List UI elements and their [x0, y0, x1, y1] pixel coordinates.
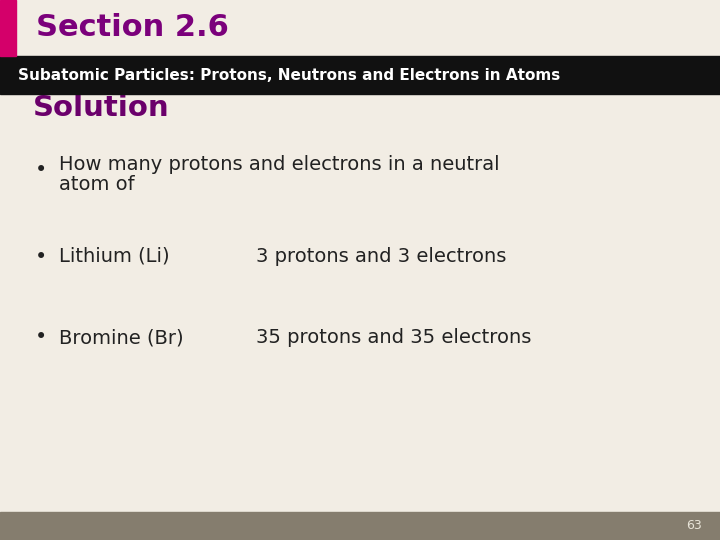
Bar	[0, 512, 720, 540]
Text: •: •	[35, 246, 47, 267]
Text: Subatomic Particles: Protons, Neutrons and Electrons in Atoms: Subatomic Particles: Protons, Neutrons a…	[18, 68, 560, 83]
Bar	[0, 56, 720, 94]
Bar	[16, 0, 720, 56]
Text: 3 protons and 3 electrons: 3 protons and 3 electrons	[256, 247, 506, 266]
Text: 35 protons and 35 electrons: 35 protons and 35 electrons	[256, 328, 531, 347]
Bar	[0, 0, 16, 56]
Text: •: •	[35, 327, 47, 348]
Text: Section 2.6: Section 2.6	[36, 14, 229, 42]
Text: 63: 63	[686, 519, 702, 532]
Text: Lithium (Li): Lithium (Li)	[59, 247, 170, 266]
Text: Bromine (Br): Bromine (Br)	[59, 328, 184, 347]
Text: Solution: Solution	[32, 94, 169, 122]
Text: •: •	[35, 160, 47, 180]
Text: atom of: atom of	[59, 175, 135, 194]
Text: How many protons and electrons in a neutral: How many protons and electrons in a neut…	[59, 155, 500, 174]
